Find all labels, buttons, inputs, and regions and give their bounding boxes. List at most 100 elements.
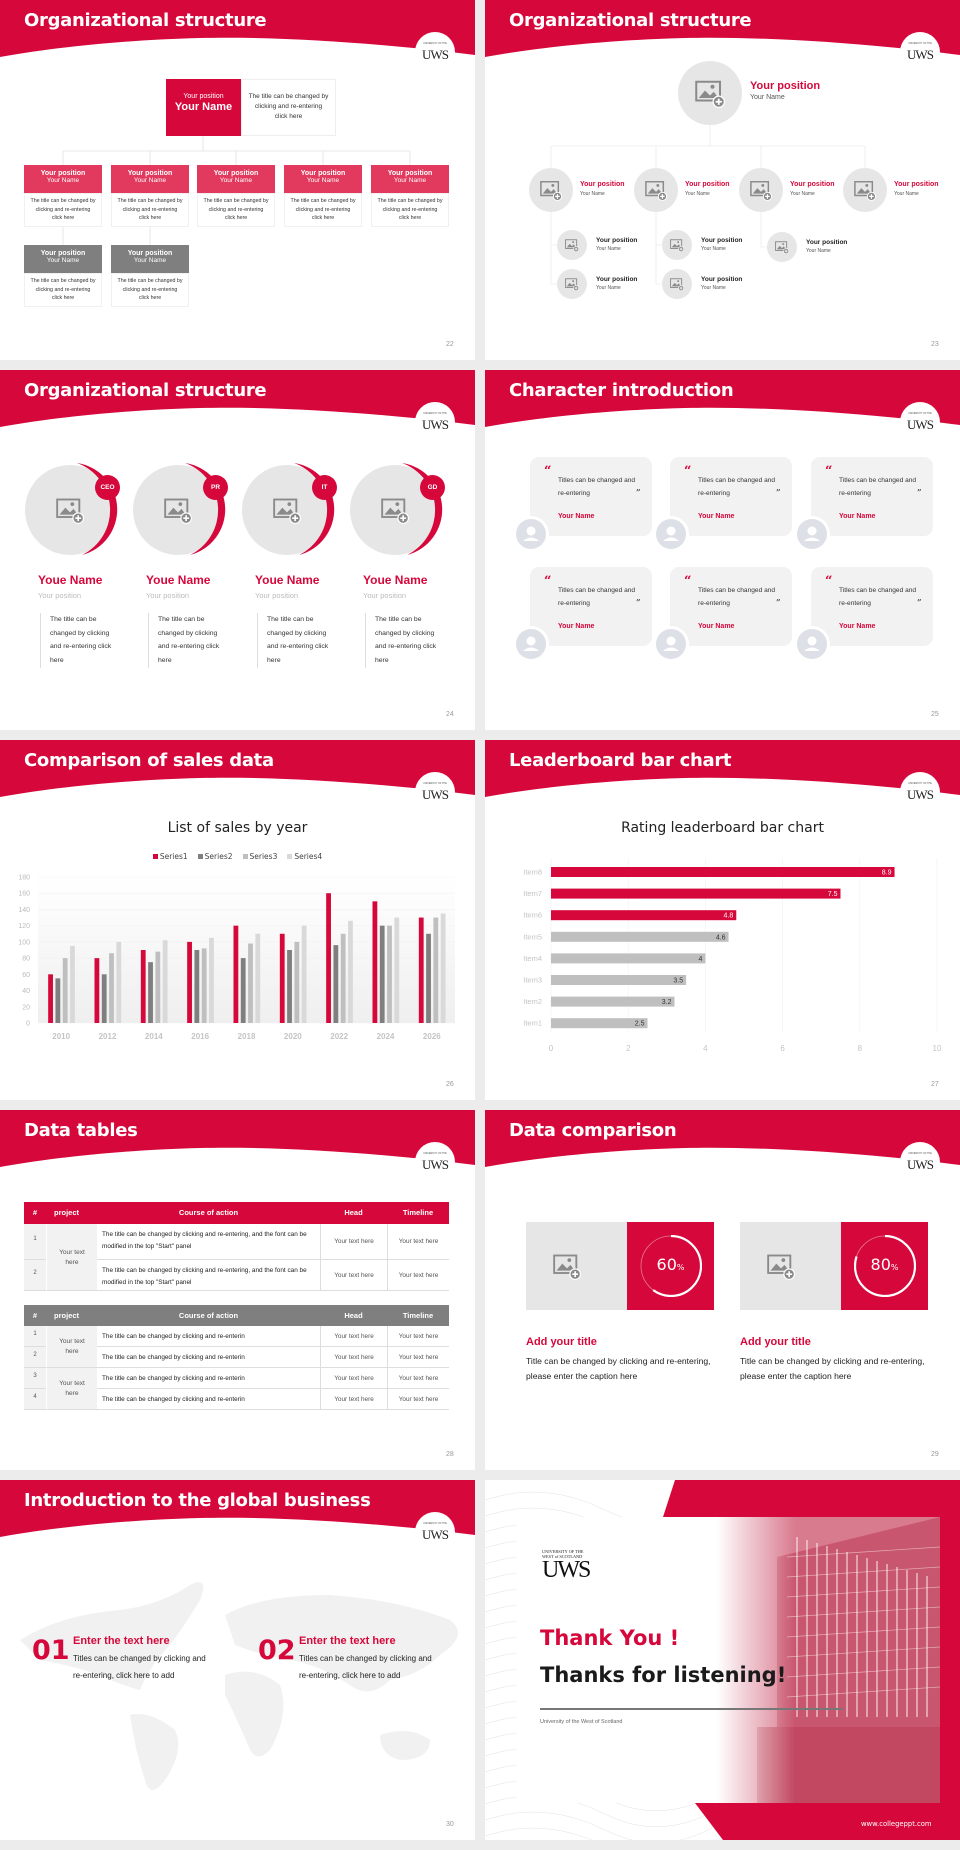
image-placeholder-icon[interactable]	[381, 496, 409, 524]
image-placeholder-icon[interactable]	[565, 277, 579, 291]
photo-circle[interactable]	[634, 168, 678, 212]
position-description[interactable]: The title can be changed by clicking and…	[284, 193, 362, 227]
course-of-action-cell[interactable]: The title can be changed by clicking and…	[97, 1347, 320, 1368]
course-of-action-cell[interactable]: The title can be changed by clicking and…	[97, 1389, 320, 1410]
position-box[interactable]: Your position Your Name	[111, 165, 189, 193]
slide-22[interactable]: Organizational structure UNIVERSITY OF TH…	[0, 0, 475, 360]
quote-card[interactable]: “ Titles can be changed and re-entering” Y…	[811, 457, 933, 536]
course-of-action-cell[interactable]: The title can be changed by clicking and…	[97, 1224, 320, 1260]
head-cell[interactable]: Your text here	[320, 1347, 387, 1368]
legend-item[interactable]: Series4	[287, 852, 322, 861]
timeline-cell[interactable]: Your text here	[387, 1224, 449, 1260]
photo-circle[interactable]	[739, 168, 783, 212]
avatar[interactable]	[513, 516, 549, 552]
quote-card[interactable]: “ Titles can be changed and re-entering” Y…	[811, 567, 933, 646]
timeline-cell[interactable]: Your text here	[387, 1389, 449, 1410]
timeline-cell[interactable]: Your text here	[387, 1347, 449, 1368]
item-title[interactable]: Enter the text here	[73, 1635, 170, 1647]
image-placeholder-icon[interactable]	[540, 179, 562, 201]
position-description[interactable]: The title can be changed by clicking and…	[111, 273, 189, 307]
head-cell[interactable]: Your text here	[320, 1389, 387, 1410]
member-description[interactable]: The title can be changed by clicking and…	[40, 613, 122, 668]
photo-circle[interactable]	[529, 168, 573, 212]
quote-card[interactable]: “ Titles can be changed and re-entering” Y…	[670, 457, 792, 536]
position-box[interactable]: Your position Your Name	[371, 165, 449, 193]
quote-card[interactable]: “ Titles can be changed and re-entering” Y…	[670, 567, 792, 646]
photo-circle[interactable]	[662, 269, 692, 299]
timeline-cell[interactable]: Your text here	[387, 1260, 449, 1291]
position-box[interactable]: Your position Your Name	[284, 165, 362, 193]
position-description[interactable]: The title can be changed by clicking and…	[111, 193, 189, 227]
position-description[interactable]: The title can be changed by clicking and…	[24, 273, 102, 307]
top-position-box[interactable]: Your position Your Name	[166, 79, 241, 136]
quote-card[interactable]: “ Titles can be changed and re-entering” Y…	[530, 567, 652, 646]
timeline-cell[interactable]: Your text here	[387, 1368, 449, 1389]
member-description[interactable]: The title can be changed by clicking and…	[257, 613, 339, 668]
slide-title[interactable]: Character introduction	[509, 380, 734, 401]
slide-30[interactable]: Introduction to the global business UNIVE…	[0, 1480, 475, 1840]
course-of-action-cell[interactable]: The title can be changed by clicking and…	[97, 1368, 320, 1389]
head-cell[interactable]: Your text here	[320, 1224, 387, 1260]
head-cell[interactable]: Your text here	[320, 1260, 387, 1291]
image-placeholder-icon[interactable]	[273, 496, 301, 524]
item-title[interactable]: Add your title	[740, 1336, 811, 1348]
slide-26[interactable]: Comparison of sales data UNIVERSITY OF TH…	[0, 740, 475, 1100]
slide-title[interactable]: Data tables	[24, 1120, 138, 1141]
position-box[interactable]: Your position Your Name	[24, 165, 102, 193]
slide-title[interactable]: Organizational structure	[24, 380, 267, 401]
photo-circle[interactable]	[662, 230, 692, 260]
avatar[interactable]	[513, 626, 549, 662]
course-of-action-cell[interactable]: The title can be changed by clicking and…	[97, 1260, 320, 1291]
avatar[interactable]	[653, 626, 689, 662]
slide-24[interactable]: Organizational structure UNIVERSITY OF TH…	[0, 370, 475, 730]
photo-circle[interactable]	[767, 232, 797, 262]
member-name[interactable]: Youe Name	[363, 573, 428, 587]
legend-item[interactable]: Series3	[242, 852, 277, 861]
member-name[interactable]: Youe Name	[146, 573, 211, 587]
slide-27[interactable]: Leaderboard bar chart UNIVERSITY OF THE UW…	[485, 740, 960, 1100]
position-description[interactable]: The title can be changed by clicking and…	[197, 193, 275, 227]
slide-28[interactable]: Data tables UNIVERSITY OF THE UWS 28 # projec…	[0, 1110, 475, 1470]
slide-23[interactable]: Organizational structure UNIVERSITY OF TH…	[485, 0, 960, 360]
member-description[interactable]: The title can be changed by clicking and…	[148, 613, 230, 668]
photo-circle[interactable]	[843, 168, 887, 212]
item-description[interactable]: Title can be changed by clicking and re-…	[740, 1356, 925, 1381]
photo-circle[interactable]	[678, 61, 742, 125]
head-cell[interactable]: Your text here	[320, 1368, 387, 1389]
member-name[interactable]: Youe Name	[38, 573, 103, 587]
slide-title[interactable]: Leaderboard bar chart	[509, 750, 732, 771]
item-title[interactable]: Add your title	[526, 1336, 597, 1348]
position-description[interactable]: The title can be changed by clicking and…	[371, 193, 449, 227]
grey-position-box[interactable]: Your position Your Name	[24, 245, 102, 273]
slide-title[interactable]: Introduction to the global business	[24, 1490, 371, 1511]
website-link[interactable]: www.collegeppt.com	[861, 1820, 932, 1828]
legend-item[interactable]: Series1	[152, 852, 188, 861]
slide-title[interactable]: Data comparison	[509, 1120, 677, 1141]
project-cell[interactable]: Your text here	[46, 1368, 97, 1410]
timeline-cell[interactable]: Your text here	[387, 1326, 449, 1347]
image-placeholder-icon[interactable]	[56, 496, 84, 524]
image-placeholder-icon[interactable]	[670, 238, 684, 252]
position-description[interactable]: The title can be changed by clicking and…	[24, 193, 102, 227]
image-placeholder-icon[interactable]	[565, 238, 579, 252]
member-description[interactable]: The title can be changed by clicking and…	[365, 613, 447, 668]
item-description[interactable]: Titles can be changed by clicking and re…	[73, 1654, 206, 1680]
project-cell[interactable]: Your text here	[46, 1224, 97, 1291]
position-box[interactable]: Your position Your Name	[197, 165, 275, 193]
image-placeholder-icon[interactable]	[775, 240, 789, 254]
slide-25[interactable]: Character introduction UNIVERSITY OF THE U…	[485, 370, 960, 730]
item-title[interactable]: Enter the text here	[299, 1635, 396, 1647]
item-description[interactable]: Title can be changed by clicking and re-…	[526, 1356, 711, 1381]
avatar[interactable]	[653, 516, 689, 552]
course-of-action-cell[interactable]: The title can be changed by clicking and…	[97, 1326, 320, 1347]
image-placeholder-icon[interactable]	[670, 277, 684, 291]
quote-card[interactable]: “ Titles can be changed and re-entering” Y…	[530, 457, 652, 536]
head-cell[interactable]: Your text here	[320, 1326, 387, 1347]
slide-title[interactable]: Organizational structure	[509, 10, 752, 31]
image-placeholder-icon[interactable]	[645, 179, 667, 201]
avatar[interactable]	[794, 626, 830, 662]
image-placeholder-icon[interactable]	[164, 496, 192, 524]
image-placeholder-icon[interactable]	[553, 1252, 581, 1280]
avatar[interactable]	[794, 516, 830, 552]
slide-title[interactable]: Comparison of sales data	[24, 750, 274, 771]
